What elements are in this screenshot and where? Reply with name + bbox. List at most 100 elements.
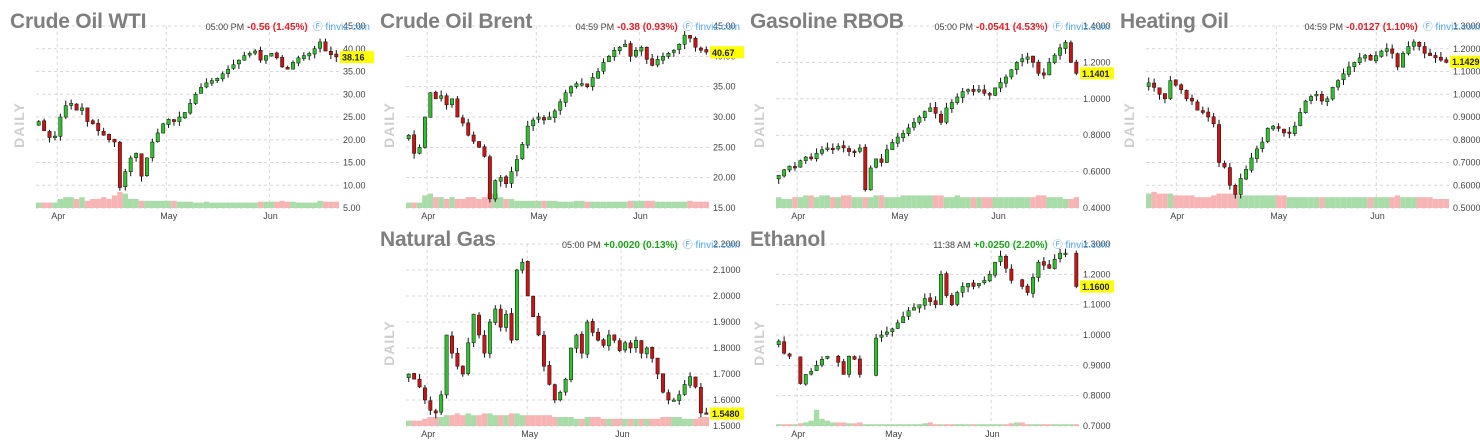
volume-bar [997, 197, 1004, 208]
chart-meta: 05:00 PM -0.56 (1.45%) Ⓕ finviz.com [206, 21, 370, 34]
candle [423, 384, 427, 404]
source-link[interactable]: Ⓕ finviz.com [1423, 22, 1480, 33]
volume-bar [1324, 197, 1330, 208]
volume-bar [579, 200, 585, 208]
candle [509, 308, 514, 344]
candle [879, 330, 884, 342]
source-link[interactable]: Ⓕ finviz.com [313, 22, 370, 33]
volume-bar [1297, 197, 1303, 208]
candle [471, 131, 476, 144]
volume-bar [846, 423, 852, 426]
candle [1036, 259, 1041, 282]
y-tick-label: 0.9000 [1083, 360, 1111, 370]
chart-panel-heating[interactable]: 1.3000 1.2000 1.1000 1.0000 0.9000 0.8000 0.70… [1120, 10, 1480, 225]
volume-bar [568, 417, 574, 426]
volume-bar [698, 201, 704, 208]
x-tick-label: Apr [791, 429, 805, 439]
volume-bar [530, 415, 536, 426]
candle [987, 92, 992, 100]
candle [644, 46, 649, 64]
chart-title[interactable]: Heating Oil [1120, 10, 1229, 33]
candle [1146, 77, 1151, 91]
volume-bar [1265, 195, 1271, 208]
candle [53, 131, 57, 141]
volume-bar [1416, 197, 1422, 208]
chart-title[interactable]: Ethanol [750, 228, 826, 251]
candle [585, 83, 590, 89]
chart-title[interactable]: Crude Oil Brent [380, 10, 533, 33]
candle [1152, 78, 1157, 92]
candle [85, 107, 90, 127]
chart-panel-wti[interactable]: 45.00 40.00 35.00 30.00 25.00 20.00 15.00 10.00… [10, 10, 374, 225]
volume-bar [878, 195, 885, 208]
volume-bar [1378, 197, 1385, 208]
source-link[interactable]: Ⓕ finviz.com [1053, 22, 1110, 33]
chart-panel-natgas[interactable]: 2.2000 2.1000 2.0000 1.9000 1.8000 1.7000 1.60… [380, 228, 744, 443]
volume-bar [433, 197, 439, 208]
volume-bar [976, 424, 982, 426]
volume-bar [1340, 197, 1347, 208]
volume-bar [171, 200, 177, 208]
candle [955, 290, 960, 307]
source-link[interactable]: Ⓕ finviz.com [683, 22, 740, 33]
volume-bar [932, 195, 939, 208]
candle [901, 129, 906, 142]
candle [939, 110, 943, 126]
candle [825, 142, 830, 152]
chart-panel-rbob[interactable]: 1.4000 1.2000 1.0000 0.8000 0.6000 0.4000 Apr M… [750, 10, 1114, 225]
candle [1217, 119, 1221, 167]
volume-bar [792, 197, 798, 208]
price-change: -0.0127 (1.10%) [1346, 22, 1418, 33]
candle [666, 51, 671, 59]
quote-time: 05:00 PM [934, 22, 974, 32]
volume-bar [797, 197, 804, 208]
volume-bar [111, 195, 118, 208]
chart-title[interactable]: Crude Oil WTI [10, 10, 147, 33]
volume-bar [503, 199, 509, 208]
y-tick-label: 0.4000 [1083, 203, 1111, 213]
volume-bar [443, 415, 450, 426]
chart-title[interactable]: Natural Gas [380, 228, 496, 251]
y-tick-label: 0.8000 [1083, 391, 1111, 401]
chart-svg-rbob: 1.4000 1.2000 1.0000 0.8000 0.6000 0.4000 Apr M… [751, 21, 1114, 221]
volume-bar [873, 195, 879, 208]
candle [514, 268, 519, 341]
y-tick-label: 0.7000 [1453, 158, 1480, 168]
volume-bar [1024, 424, 1031, 426]
candle [150, 138, 155, 162]
chart-panel-brent[interactable]: 45.0040.0035.0030.0025.0020.0015.00AprMa… [380, 10, 744, 225]
volume-bar [1068, 199, 1074, 208]
y-tick-label: 25.00 [343, 112, 366, 122]
volume-bar [411, 420, 417, 426]
candle [1363, 54, 1368, 62]
volume-bar [562, 201, 569, 208]
volume-bar [830, 422, 836, 426]
volume-bar [627, 418, 634, 426]
y-tick-label: 35.00 [343, 67, 366, 77]
candle [982, 276, 987, 285]
volume-bar [905, 424, 912, 426]
chart-panel-ethanol[interactable]: 1.3000 1.2000 1.1000 1.0000 0.9000 0.8000 0.70… [750, 228, 1114, 443]
candle [231, 59, 236, 70]
candle [852, 149, 857, 157]
volume-bar [895, 197, 901, 208]
candle [906, 307, 911, 321]
chart-title[interactable]: Gasoline RBOB [750, 10, 904, 33]
candle [787, 352, 792, 360]
candle [1238, 173, 1243, 199]
source-link[interactable]: Ⓕ finviz.com [1053, 240, 1110, 251]
volume-bar [1041, 195, 1047, 208]
candle [112, 138, 117, 147]
volume-bar [687, 418, 693, 426]
x-tick-label: Jun [985, 429, 1000, 439]
candle [487, 318, 492, 359]
volume-bar [176, 201, 183, 208]
y-tick-label: 0.6000 [1083, 167, 1111, 177]
volume-bar [1443, 199, 1449, 208]
candle [955, 93, 960, 105]
candle [1303, 99, 1308, 114]
candle [982, 84, 987, 96]
source-link[interactable]: Ⓕ finviz.com [683, 240, 740, 251]
finviz-icon: Ⓕ [1422, 22, 1436, 33]
y-tick-label: 1.8000 [713, 343, 741, 353]
